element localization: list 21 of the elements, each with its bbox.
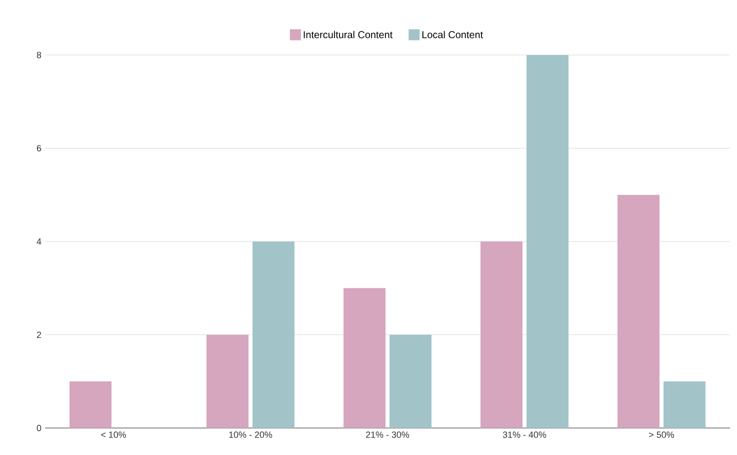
y-tick-label: 0	[36, 424, 42, 432]
legend-label: Local Content	[422, 30, 484, 38]
x-tick-label: 21% - 30%	[366, 432, 410, 438]
y-tick-label: 4	[36, 238, 42, 245]
bar	[480, 242, 523, 428]
bar	[70, 381, 112, 428]
y-tick-label: 6	[36, 145, 42, 152]
bar	[206, 334, 249, 428]
bar	[664, 381, 706, 428]
x-tick-label: < 10%	[101, 432, 126, 438]
legend-label: Intercultural Content	[304, 30, 393, 38]
y-tick-label: 8	[36, 52, 42, 58]
x-tick-label: 10% - 20%	[229, 432, 272, 438]
bar	[618, 194, 660, 428]
y-tick-label: 2	[36, 332, 42, 338]
bar	[344, 288, 386, 428]
bar	[252, 242, 295, 428]
x-tick-label: 31% - 40%	[502, 432, 546, 438]
bar	[526, 55, 569, 428]
x-tick-label: > 50%	[649, 432, 674, 438]
bar	[390, 334, 432, 428]
